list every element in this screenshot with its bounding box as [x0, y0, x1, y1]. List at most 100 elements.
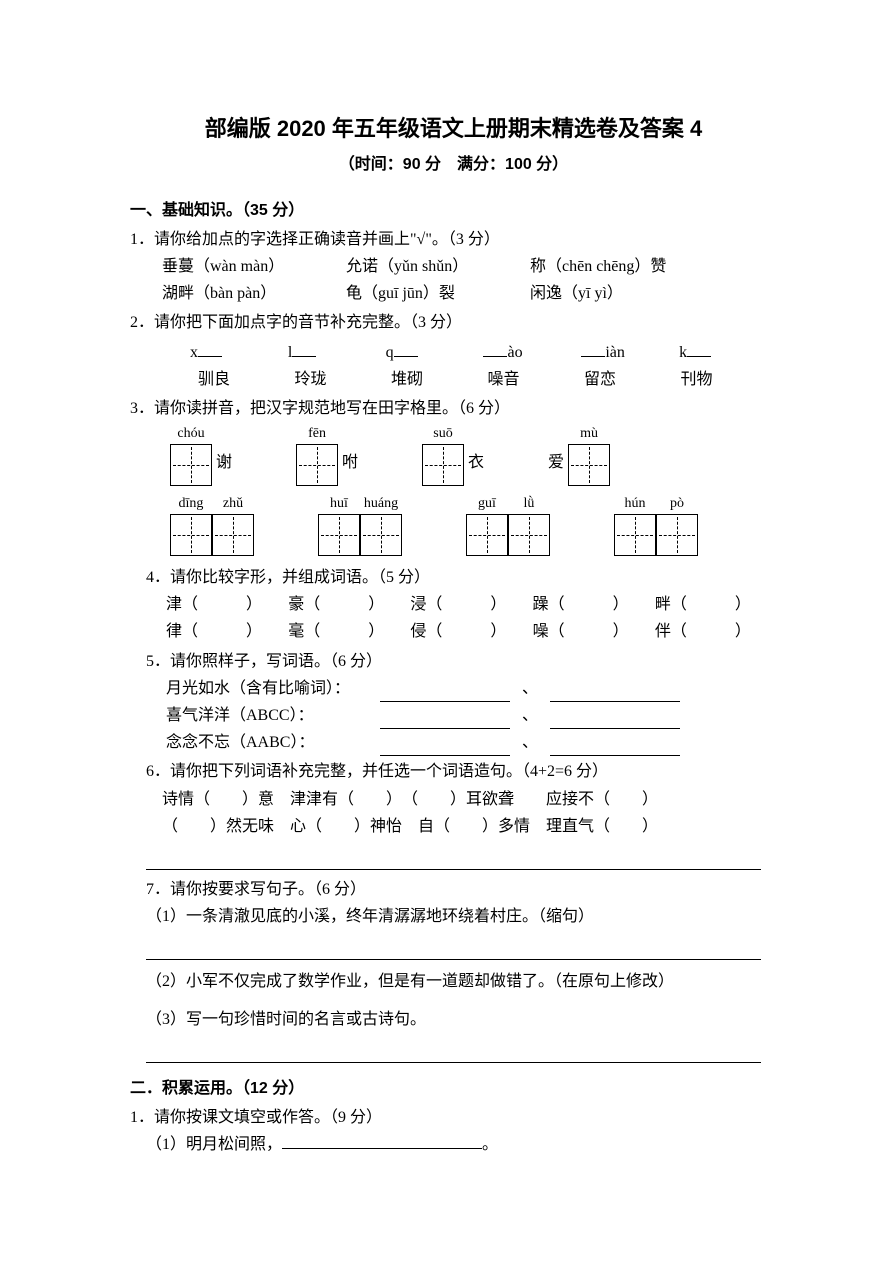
answer-blank[interactable]	[550, 686, 680, 702]
q4-r2-3[interactable]: 噪（ ）	[533, 618, 655, 645]
tianzige-box[interactable]	[360, 514, 402, 556]
answer-line[interactable]	[146, 850, 761, 870]
blank-icon[interactable]	[581, 341, 605, 357]
q6-l2[interactable]: （ ）然无味 心（ ）神怡 自（ ）多情 理直气（ ）	[130, 813, 777, 840]
section-1-header: 一、基础知识。（35 分）	[130, 197, 777, 224]
tianzige-box[interactable]	[212, 514, 254, 556]
q6-text: 6．请你把下列词语补充完整，并任选一个词语造句。（4+2=6 分）	[130, 758, 777, 785]
q4-r1-1[interactable]: 豪（ ）	[288, 591, 410, 618]
tianzige-box[interactable]	[568, 444, 610, 486]
q2-hanzi-row: 驯良 玲珑 堆砌 噪音 留恋 刊物	[130, 366, 777, 393]
answer-line[interactable]	[146, 940, 761, 960]
blank-icon[interactable]	[483, 341, 507, 357]
q3-r2-1-p0: huī	[330, 494, 348, 514]
q5-text: 5．请你照样子，写词语。（6 分）	[130, 648, 777, 675]
tianzige-box[interactable]	[170, 514, 212, 556]
q3-row2: dīng zhǔ huī huáng guī lǜ hún pò	[130, 494, 777, 556]
page-subtitle: （时间：90 分 满分：100 分）	[130, 151, 777, 178]
q5-l2: 喜气洋洋（ABCC）： 、	[130, 702, 777, 729]
tianzige-box[interactable]	[422, 444, 464, 486]
q1-1c: 称（chēn chēng）赞	[530, 258, 666, 275]
q3-r2-3-p1: pò	[670, 494, 684, 514]
q3-r1-p3: mù	[580, 424, 598, 444]
q2-han-5: 刊物	[681, 366, 778, 393]
q4-text: 4．请你比较字形，并组成词语。（5 分）	[130, 564, 777, 591]
q3-r1-s3: 爱	[548, 449, 568, 486]
q2-pin-5: k	[679, 344, 687, 361]
q4-r2-0[interactable]: 律（ ）	[166, 618, 288, 645]
q7-text: 7．请你按要求写句子。（6 分）	[130, 876, 777, 903]
q2-pinyin-row: x l q ào iàn k	[130, 339, 777, 366]
q2-text: 2．请你把下面加点字的音节补充完整。（3 分）	[130, 309, 777, 336]
q7-s3: （3）写一句珍惜时间的名言或古诗句。	[130, 1006, 777, 1033]
q3-r1-p1: fēn	[308, 424, 326, 444]
q3-r2-2-p0: guī	[478, 494, 496, 514]
tianzige-box[interactable]	[466, 514, 508, 556]
q1-2a: 湖畔（bàn pàn）	[162, 280, 342, 307]
q4-r2-4[interactable]: 伴（ ）	[655, 618, 777, 645]
q2-pin-3: ào	[507, 344, 522, 361]
s2-s1b: 。	[482, 1136, 498, 1153]
tianzige-box[interactable]	[614, 514, 656, 556]
q3-text: 3．请你读拼音，把汉字规范地写在田字格里。（6 分）	[130, 395, 777, 422]
q4-r1-4[interactable]: 畔（ ）	[655, 591, 777, 618]
q4-r1-2[interactable]: 浸（ ）	[410, 591, 532, 618]
q3-row1: chóu 谢 fēn 咐 suō 衣 爱 mù	[130, 424, 777, 486]
q2-pin-0: x	[190, 344, 198, 361]
q1-line2: 湖畔（bàn pàn） 龟（guī jūn）裂 闲逸（yī yì）	[130, 280, 777, 307]
q3-r1-p0: chóu	[177, 424, 204, 444]
q3-r1-s0: 谢	[212, 449, 232, 486]
q1-line1: 垂蔓（wàn màn） 允诺（yǔn shǔn） 称（chēn chēng）赞	[130, 253, 777, 280]
blank-icon[interactable]	[687, 341, 711, 357]
q3-r2-3-p0: hún	[625, 494, 646, 514]
q4-r1-3[interactable]: 躁（ ）	[533, 591, 655, 618]
q5-l2-label: 喜气洋洋（ABCC）：	[166, 702, 376, 729]
q2-han-4: 留恋	[584, 366, 681, 393]
answer-line[interactable]	[146, 1043, 761, 1063]
tianzige-box[interactable]	[296, 444, 338, 486]
q1-2c: 闲逸（yī yì）	[530, 285, 623, 302]
q4-r2-2[interactable]: 侵（ ）	[410, 618, 532, 645]
q3-r2-0-p1: zhǔ	[223, 494, 243, 514]
q2-han-0: 驯良	[198, 366, 295, 393]
answer-blank[interactable]	[380, 686, 510, 702]
tianzige-box[interactable]	[318, 514, 360, 556]
q1-1b: 允诺（yǔn shǔn）	[346, 253, 526, 280]
q1-1a: 垂蔓（wàn màn）	[162, 253, 342, 280]
q7-s2: （2）小军不仅完成了数学作业，但是有一道题却做错了。（在原句上修改）	[130, 968, 777, 995]
answer-blank[interactable]	[550, 713, 680, 729]
answer-blank[interactable]	[550, 740, 680, 756]
blank-icon[interactable]	[394, 341, 418, 357]
q7-s1: （1）一条清澈见底的小溪，终年清潺潺地环绕着村庄。（缩句）	[130, 903, 777, 930]
q4-r2-1[interactable]: 毫（ ）	[288, 618, 410, 645]
answer-blank[interactable]	[380, 740, 510, 756]
tianzige-box[interactable]	[170, 444, 212, 486]
q5-l3-label: 念念不忘（AABC）：	[166, 729, 376, 756]
q3-r2-2-p1: lǜ	[524, 494, 535, 514]
q2-han-1: 玲珑	[295, 366, 392, 393]
q1-2b: 龟（guī jūn）裂	[346, 280, 526, 307]
exam-page: 部编版 2020 年五年级语文上册期末精选卷及答案 4 （时间：90 分 满分：…	[0, 0, 892, 1262]
tianzige-box[interactable]	[508, 514, 550, 556]
q2-pin-4: iàn	[605, 344, 625, 361]
blank-icon[interactable]	[292, 341, 316, 357]
answer-blank[interactable]	[380, 713, 510, 729]
q3-r2-1-p1: huáng	[364, 494, 398, 514]
tianzige-box[interactable]	[656, 514, 698, 556]
answer-blank[interactable]	[282, 1133, 482, 1149]
q3-r1-s2: 衣	[464, 449, 484, 486]
q6-l1[interactable]: 诗情（ ）意 津津有（ ） （ ）耳欲聋 应接不（ ）	[130, 786, 777, 813]
s2-q1: 1．请你按课文填空或作答。（9 分）	[130, 1104, 777, 1131]
q2-han-3: 噪音	[488, 366, 585, 393]
section-2-header: 二．积累运用。（12 分）	[130, 1075, 777, 1102]
page-title: 部编版 2020 年五年级语文上册期末精选卷及答案 4	[130, 110, 777, 147]
q4-r1-0[interactable]: 津（ ）	[166, 591, 288, 618]
blank-icon[interactable]	[198, 341, 222, 357]
q2-pin-2: q	[386, 344, 394, 361]
s2-s1a: （1）明月松间照，	[146, 1136, 282, 1153]
q3-r1-s1: 咐	[338, 449, 358, 486]
q1-text: 1．请你给加点的字选择正确读音并画上"√"。（3 分）	[130, 226, 777, 253]
q5-l1: 月光如水（含有比喻词）： 、	[130, 675, 777, 702]
q5-l1-label: 月光如水（含有比喻词）：	[166, 675, 376, 702]
q2-han-2: 堆砌	[391, 366, 488, 393]
